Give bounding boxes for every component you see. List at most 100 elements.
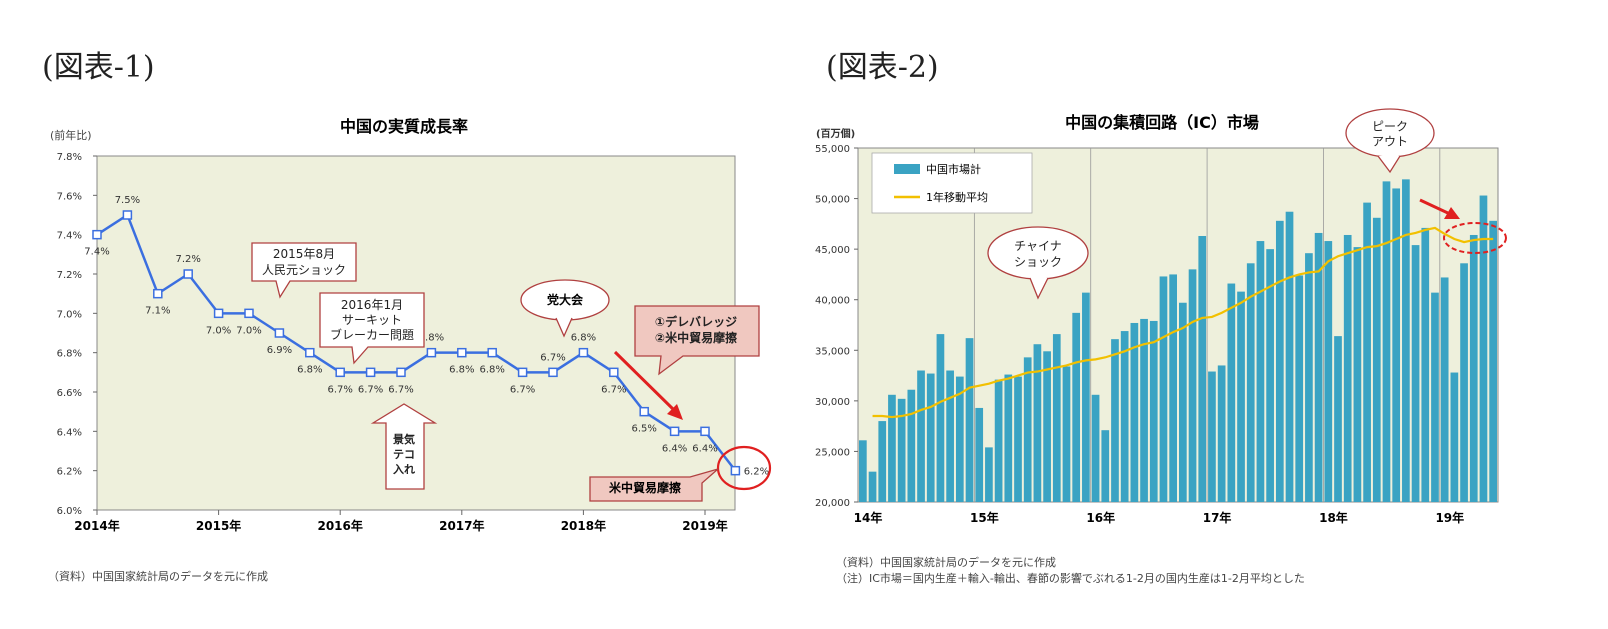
chart1-data-label: 6.7% bbox=[327, 384, 352, 395]
chart2-bar bbox=[1285, 211, 1294, 502]
chart1-data-label: 6.8% bbox=[479, 365, 504, 376]
figure-label-2: (図表-2) bbox=[826, 50, 939, 85]
chart1-callout-box bbox=[251, 242, 357, 299]
chart2-bar bbox=[1421, 227, 1430, 502]
chart1-x-tick-label: 2015年 bbox=[196, 518, 241, 533]
chart1-data-label: 6.7% bbox=[358, 384, 383, 395]
chart2-x-tick-label: 14年 bbox=[854, 510, 883, 525]
chart1-y-axis-label: (前年比) bbox=[50, 128, 92, 142]
chart1-x-tick-label: 2016年 bbox=[317, 518, 362, 533]
chart2-bar bbox=[1372, 217, 1381, 502]
chart2-bar bbox=[1246, 263, 1255, 502]
chart1-callout-tail bbox=[555, 317, 573, 338]
chart2-title: 中国の集積回路（IC）市場 bbox=[1065, 113, 1259, 132]
chart1-data-label: 7.0% bbox=[206, 325, 231, 336]
chart2-y-tick-label: 30,000 bbox=[815, 397, 850, 408]
chart2-bar bbox=[1052, 334, 1061, 502]
chart1-data-point bbox=[153, 288, 163, 299]
chart2-bar bbox=[1198, 235, 1207, 502]
chart2-bar bbox=[1237, 291, 1245, 502]
chart1-data-label: 6.4% bbox=[662, 443, 687, 454]
chart2-y-tick-label: 25,000 bbox=[815, 447, 850, 458]
chart1-data-label: 6.8% bbox=[419, 333, 444, 344]
chart2-bar bbox=[1402, 179, 1410, 502]
chart1-data-point bbox=[183, 269, 193, 279]
chart1-source-note: （資料）中国国家統計局のデータを元に作成 bbox=[48, 570, 268, 583]
chart1-data-label: 7.1% bbox=[145, 306, 170, 317]
chart1-data-label: 6.7% bbox=[601, 384, 626, 395]
chart2-x-tick-label: 16年 bbox=[1086, 510, 1115, 525]
chart1-x-tick-label: 2014年 bbox=[74, 518, 119, 533]
chart2-bar bbox=[955, 376, 964, 502]
chart1-up-arrow-callout bbox=[370, 403, 438, 490]
chart2-bar bbox=[1343, 234, 1352, 503]
chart1-red-arrow bbox=[613, 350, 678, 414]
chart2-callout-text: ピークアウト bbox=[1372, 120, 1408, 149]
chart1-y-tick-label: 6.8% bbox=[57, 349, 82, 360]
chart1-data-point bbox=[669, 426, 680, 437]
chart2-y-tick-label: 45,000 bbox=[815, 245, 850, 256]
chart1-data-point bbox=[517, 367, 528, 378]
chart1-data-label: 6.8% bbox=[449, 365, 474, 376]
chart2-bar bbox=[1208, 371, 1216, 502]
chart1-data-label: 7.4% bbox=[84, 247, 109, 258]
chart1-data-point bbox=[639, 406, 649, 417]
chart1-callout-text: 2016年1月サーキットブレーカー問題 bbox=[330, 298, 414, 342]
chart2-bar bbox=[1256, 241, 1265, 502]
chart1-y-tick-label: 6.0% bbox=[57, 506, 82, 517]
chart2-bar bbox=[946, 370, 954, 502]
chart1-x-tick-label: 2018年 bbox=[561, 518, 606, 533]
chart2-bar bbox=[1479, 195, 1488, 502]
chart2-y-tick-label: 55,000 bbox=[815, 144, 850, 155]
ic-market-bar-chart: 中国の集積回路（IC）市場 (百万個) 20,000 25,000 30,000 35,0… bbox=[815, 108, 1507, 525]
chart1-callout-text: 景気テコ入れ bbox=[392, 432, 415, 476]
chart1-data-label: 7.5% bbox=[115, 195, 140, 206]
chart1-title: 中国の実質成長率 bbox=[340, 117, 468, 136]
chart1-callout-text: 2015年8月人民元ショック bbox=[262, 247, 346, 277]
chart2-bar bbox=[1043, 351, 1051, 502]
chart2-bar bbox=[1159, 276, 1168, 502]
chart2-bar bbox=[1266, 249, 1274, 502]
chart2-bar bbox=[868, 471, 877, 502]
chart2-bar bbox=[1082, 292, 1090, 502]
chart2-bar bbox=[1062, 366, 1071, 502]
chart2-bar bbox=[1440, 277, 1449, 502]
chart1-data-point bbox=[426, 347, 437, 358]
chart2-bar bbox=[1411, 245, 1420, 502]
chart1-data-label: 6.7% bbox=[510, 384, 535, 395]
chart1-data-label: 7.2% bbox=[175, 254, 200, 265]
chart1-y-tick-label: 7.0% bbox=[57, 309, 82, 320]
chart2-y-tick-label: 50,000 bbox=[815, 195, 850, 206]
chart1-data-label: 7.0% bbox=[236, 325, 261, 336]
chart1-data-point bbox=[730, 465, 741, 476]
chart2-bar bbox=[1305, 253, 1313, 502]
chart1-series-line bbox=[96, 213, 737, 472]
chart1-callout-box bbox=[634, 305, 760, 376]
chart1-data-point bbox=[274, 328, 285, 338]
chart1-data-label: 6.7% bbox=[540, 352, 565, 363]
chart2-highlight-dashed-circle bbox=[1443, 222, 1507, 254]
chart2-x-tick-label: 17年 bbox=[1203, 510, 1232, 525]
chart1-data-point bbox=[213, 308, 224, 319]
chart1-y-tick-label: 7.8% bbox=[57, 152, 82, 163]
chart1-callout-text: 党大会 bbox=[547, 292, 584, 307]
chart2-bar bbox=[907, 389, 916, 502]
chart2-bar bbox=[1014, 376, 1022, 502]
chart2-bar bbox=[985, 447, 993, 502]
chart2-bar bbox=[1469, 234, 1478, 503]
chart2-bar bbox=[1033, 344, 1042, 502]
chart2-moving-average-line bbox=[872, 226, 1494, 419]
chart2-bar bbox=[1460, 263, 1468, 502]
chart2-legend-bar-swatch bbox=[894, 164, 920, 174]
chart1-y-tick-label: 6.2% bbox=[57, 467, 82, 478]
chart2-x-tick-label: 15年 bbox=[970, 510, 999, 525]
chart1-callout-text: ①デレバレッジ ②米中貿易摩擦 bbox=[655, 314, 737, 345]
chart2-footnote: （注）IC市場＝国内生産＋輸入-輸出、春節の影響でぶれる1-2月の国内生産は1-… bbox=[836, 572, 1305, 585]
chart2-bar bbox=[878, 421, 887, 502]
chart1-data-point bbox=[609, 367, 619, 378]
chart2-bar bbox=[1169, 274, 1177, 502]
chart2-bar bbox=[1392, 188, 1401, 502]
chart1-callout-box bbox=[319, 292, 425, 365]
chart2-bar bbox=[1324, 241, 1333, 502]
chart2-bar bbox=[975, 407, 984, 502]
